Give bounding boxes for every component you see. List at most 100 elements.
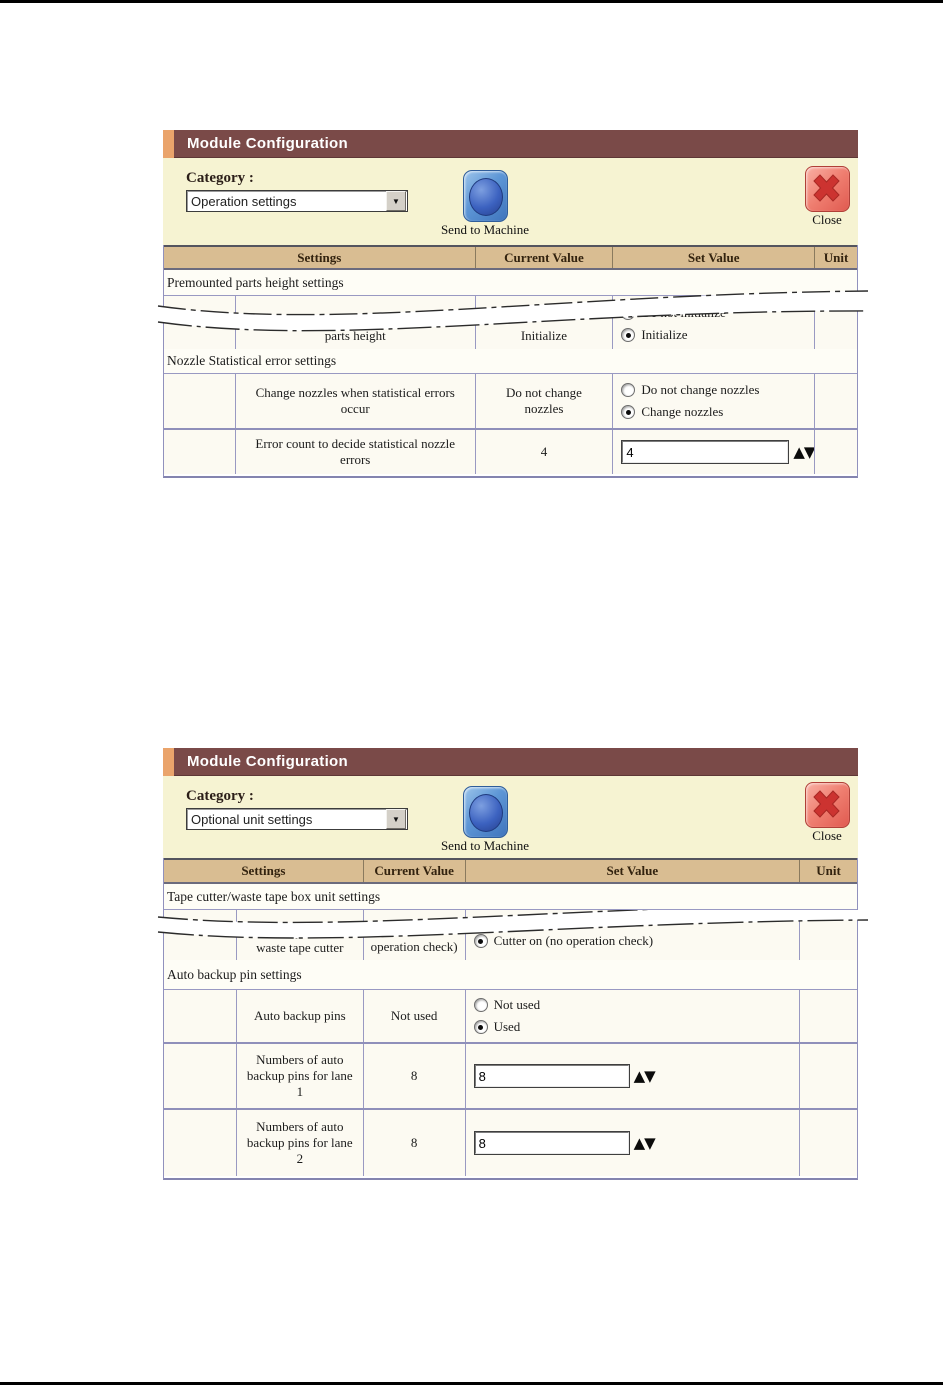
unit-cell [800,910,857,960]
value-input[interactable] [473,1131,630,1155]
setting-row-error-count: Error count to decide statistical nozzle… [164,430,857,474]
setting-row-change-nozzles: Change nozzles when statistical errors o… [164,374,857,430]
section-row-nozzle-statistical: Nozzle Statistical error settings [164,349,857,374]
spinner-down-icon[interactable]: ▼ [803,443,815,461]
dialog-titlebar: Module Configuration [163,130,858,158]
category-select-value: Operation settings [191,193,297,209]
close-label: Close [812,212,842,227]
value-input[interactable] [473,1064,630,1088]
table-header-row: Settings Current Value Set Value Unit [164,245,857,270]
spinner-up-icon[interactable]: ▲ [633,1067,646,1085]
dialog-title: Module Configuration [187,753,348,770]
header-settings: Settings [164,247,476,268]
current-value-fragment: operation check) [364,910,466,960]
dropdown-arrow-icon[interactable]: ▼ [386,191,406,211]
current-value: 8 [364,1110,466,1176]
radio-label: Used [493,1019,521,1034]
value-input[interactable] [621,440,790,464]
section-row-auto-backup-pins: Auto backup pin settings [164,960,857,990]
spinner-up-icon[interactable]: ▲ [633,1134,646,1152]
radio-selected[interactable] [473,1020,488,1034]
send-orb-icon [469,794,503,832]
radio-unselected[interactable] [621,383,636,397]
header-unit: Unit [816,863,841,878]
dropdown-arrow-icon[interactable]: ▼ [386,809,406,829]
section-row-premounted: Premounted parts height settings [164,270,857,296]
setting-name: Numbers of auto backup pins for lane 1 [237,1044,364,1108]
section-title: Auto backup pin settings [167,966,302,982]
setting-name: Auto backup pins [237,990,364,1042]
module-configuration-dialog-2: Module Configuration Category : Optional… [157,748,869,1180]
send-to-machine-label: Send to Machine [440,222,530,237]
torn-row-waste-tape-cutter: Specifying the waste tape cutter operati… [164,910,857,960]
send-to-machine-button[interactable] [463,170,508,222]
setting-fragment-line2: waste tape cutter [256,940,344,955]
current-value: Not used [364,990,466,1042]
spinner-arrows[interactable]: ▲▼ [633,1067,656,1085]
radio-unselected[interactable] [621,306,636,320]
spinner-down-icon[interactable]: ▼ [644,1067,656,1085]
header-set-value: Set Value [466,860,801,882]
spinner-arrows[interactable]: ▲▼ [793,444,814,460]
close-x-icon [813,790,840,818]
category-label: Category : [186,170,254,186]
unit-cell [815,296,857,349]
radio-selected[interactable] [473,934,488,948]
set-value-cell: Do not initialize Initialize [613,296,816,349]
send-to-machine-button[interactable] [463,786,508,838]
setting-name: Numbers of auto backup pins for lane 2 [237,1110,364,1176]
spinner-down-icon[interactable]: ▼ [644,1134,656,1152]
radio-label: Initialize [641,327,688,342]
set-value-cell: ▲▼ [466,1110,801,1176]
radio-label: Cutter on (no operation check) [493,933,654,948]
section-title: Tape cutter/waste tape box unit settings [167,888,381,904]
radio-unselected[interactable] [473,998,488,1012]
row-indent-cell [164,1044,237,1108]
page-top-rule [0,0,943,3]
header-unit: Unit [823,249,849,265]
category-label: Category : [186,788,254,804]
setting-row-pins-lane1: Numbers of auto backup pins for lane 1 8… [164,1044,857,1110]
spinner-arrows[interactable]: ▲▼ [633,1134,656,1152]
radio-option: Do not change nozzles [621,379,759,401]
section-title: Nozzle Statistical error settings [167,353,337,368]
setting-name-fragment: Specifying the waste tape cutter [237,910,364,960]
current-value: Do not change nozzles [476,374,614,428]
radio-option: Cutter on (no operation check) [473,930,654,952]
radio-selected[interactable] [621,405,636,419]
section-row-tape-cutter: Tape cutter/waste tape box unit settings [164,884,857,910]
send-to-machine-label: Send to Machine [440,838,530,853]
close-button[interactable] [805,166,850,212]
close-button[interactable] [805,782,850,828]
header-settings: Settings [164,860,364,882]
radio-option: Change nozzles [621,401,723,423]
unit-cell [815,374,857,428]
dialog-title: Module Configuration [187,135,348,152]
current-value: 8 [364,1044,466,1108]
dialog-toolbar: Category : Optional unit settings ▼ Send… [163,776,858,858]
dialog-titlebar: Module Configuration [163,748,858,776]
set-value-cell: Do not change nozzles Change nozzles [613,374,816,428]
page-bottom-rule [0,1382,943,1385]
setting-name: Change nozzles when statistical errors o… [236,374,476,428]
setting-name-fragment: parts height [236,296,476,349]
category-select[interactable]: Optional unit settings ▼ [186,808,408,830]
spinner-up-icon[interactable]: ▲ [793,443,805,461]
radio-label: Change nozzles [641,404,724,419]
radio-selected[interactable] [621,328,636,342]
category-select-value: Optional unit settings [191,811,313,827]
unit-cell [800,990,857,1042]
set-value-cell: Cutter on (no operation check) [466,910,801,960]
category-select[interactable]: Operation settings ▼ [186,190,408,212]
torn-row-initialize: parts height Initialize Do not initializ… [164,296,857,349]
row-indent-cell [164,430,236,474]
row-indent-cell [164,990,237,1042]
radio-option: Initialize [621,324,688,346]
row-indent-cell [164,1110,237,1176]
section-title: Premounted parts height settings [167,274,344,290]
set-value-cell: ▲▼ [466,1044,801,1108]
close-label: Close [812,828,842,843]
radio-label: Not used [493,997,541,1012]
current-value-fragment: Initialize [476,296,614,349]
settings-table: Settings Current Value Set Value Unit Pr… [163,245,858,478]
